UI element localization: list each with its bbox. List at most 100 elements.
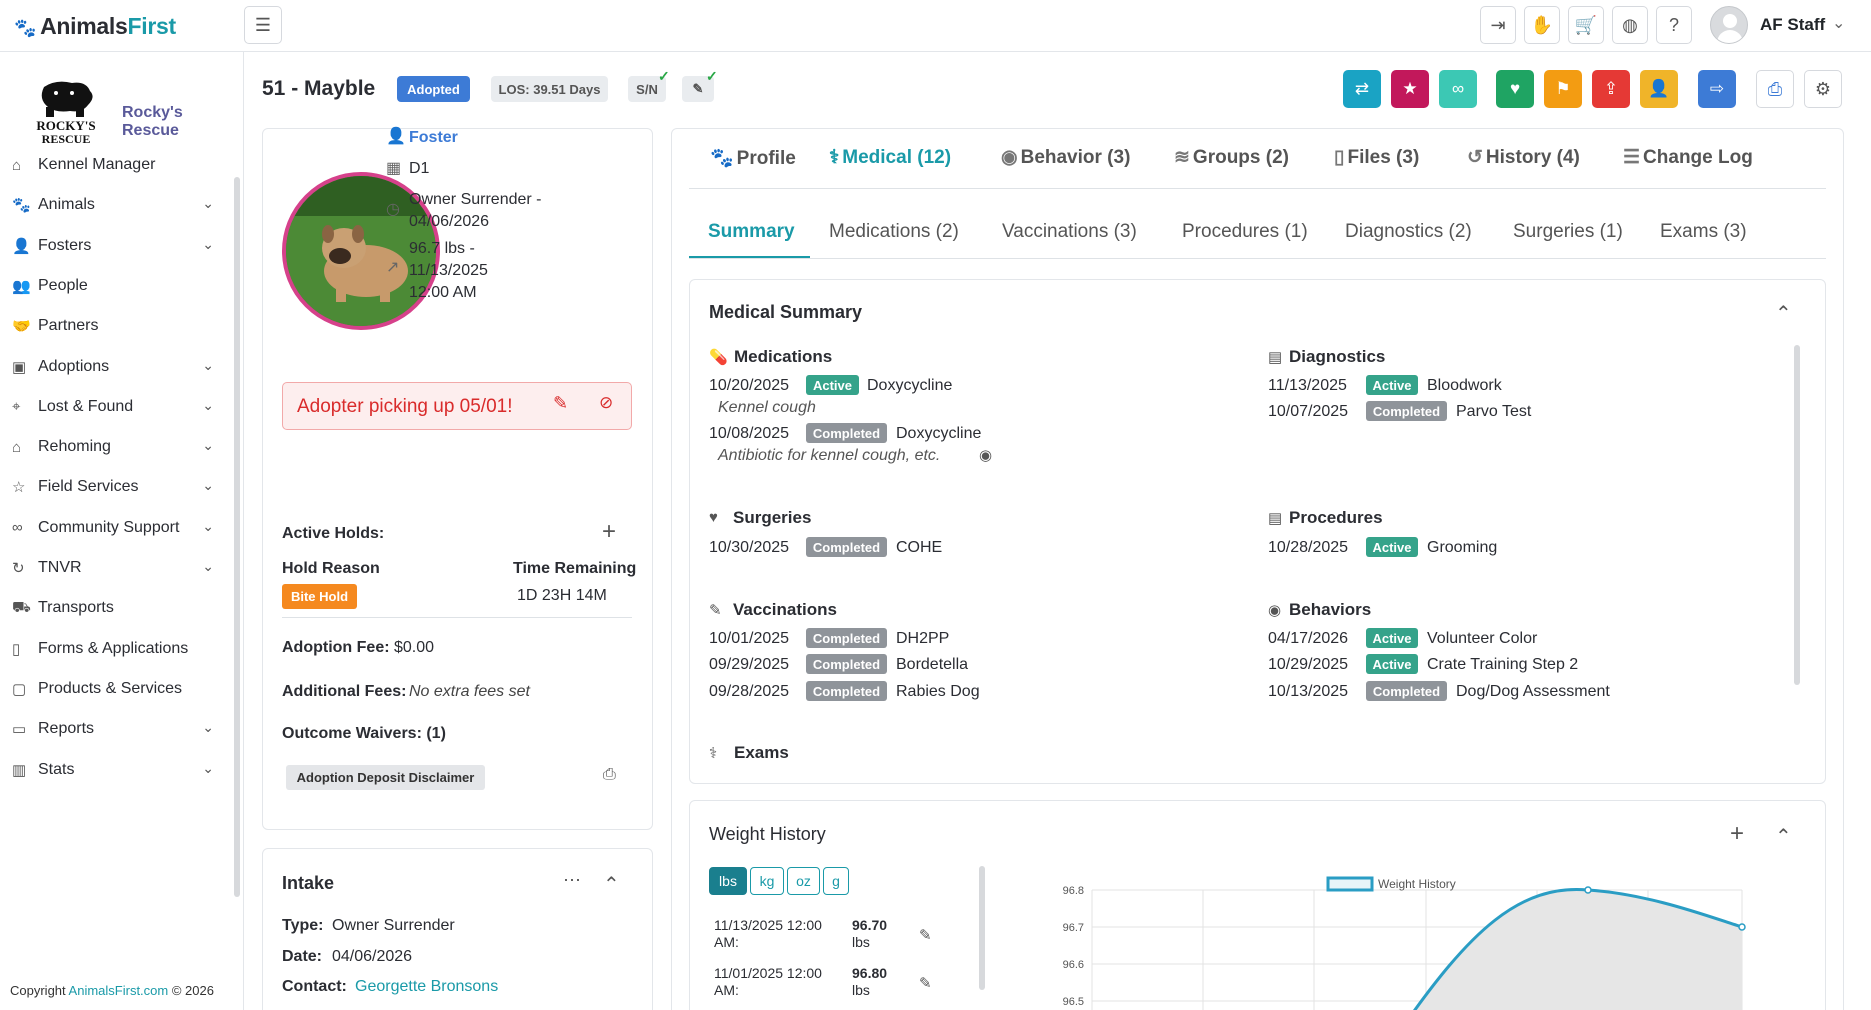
paw-icon: 🐾 bbox=[710, 148, 734, 169]
status-badge: Completed bbox=[806, 423, 887, 443]
sign-in-button[interactable]: ⇥ bbox=[1480, 6, 1516, 44]
unit-kg-button[interactable]: kg bbox=[750, 867, 784, 895]
subtab-procedures[interactable]: Procedures (1) bbox=[1182, 221, 1308, 242]
sidebar-item-animals[interactable]: 🐾 Animals ⌄ bbox=[12, 190, 222, 220]
adopt-button[interactable]: ♥ bbox=[1496, 70, 1534, 108]
tag-needs-foster: Needs Foster bbox=[402, 467, 485, 482]
hamburger-menu-button[interactable]: ☰ bbox=[244, 6, 282, 44]
procedure-name[interactable]: Grooming bbox=[1427, 539, 1498, 556]
unit-oz-button[interactable]: oz bbox=[787, 867, 820, 895]
avatar[interactable] bbox=[1710, 6, 1748, 44]
chevron-up-icon[interactable]: ⌃ bbox=[1775, 303, 1792, 325]
weight-info: 96.7 lbs -11/13/2025 12:00 AM bbox=[409, 240, 488, 301]
sidebar-item-reports[interactable]: ▭ Reports ⌄ bbox=[12, 714, 222, 744]
diagnostic-name[interactable]: Bloodwork bbox=[1427, 377, 1502, 394]
sidebar-item-adoptions[interactable]: ▣ Adoptions ⌄ bbox=[12, 352, 222, 382]
sidebar-item-people[interactable]: 👥 People bbox=[12, 271, 222, 301]
tab-groups[interactable]: ≋ Groups (2) bbox=[1174, 147, 1289, 168]
chevron-up-icon[interactable]: ⌃ bbox=[1775, 826, 1792, 848]
add-hold-button[interactable]: + bbox=[602, 518, 616, 546]
sidebar-item-lost-found[interactable]: ⌖ Lost & Found ⌄ bbox=[12, 392, 222, 422]
check-icon: ✓ bbox=[658, 68, 670, 84]
subtab-medications[interactable]: Medications (2) bbox=[829, 221, 959, 242]
sidebar-item-forms-applications[interactable]: ▯ Forms & Applications bbox=[12, 634, 222, 664]
subtab-summary[interactable]: Summary bbox=[708, 221, 795, 242]
status-badge: Completed bbox=[806, 681, 887, 701]
sidebar-item-tnvr[interactable]: ↻ TNVR ⌄ bbox=[12, 553, 222, 583]
animal-photo[interactable] bbox=[282, 172, 440, 330]
sidebar-item-kennel-manager[interactable]: ⌂ Kennel Manager bbox=[12, 150, 222, 180]
tab-profile[interactable]: 🐾 Profile bbox=[710, 148, 796, 169]
printer-icon[interactable]: ⎙ bbox=[603, 766, 616, 783]
cart-button[interactable]: 🛒 bbox=[1568, 6, 1604, 44]
sidebar-item-label: Animals bbox=[38, 196, 95, 214]
foster-button[interactable]: 👤 bbox=[1640, 70, 1678, 108]
tab-change-log[interactable]: ☰ Change Log bbox=[1623, 147, 1753, 168]
sidebar-item-stats[interactable]: ▥ Stats ⌄ bbox=[12, 755, 222, 785]
vaccination-name[interactable]: DH2PP bbox=[896, 630, 950, 647]
chevron-up-icon[interactable]: ⌃ bbox=[603, 874, 620, 896]
waiver-badge[interactable]: Adoption Deposit Disclaimer bbox=[286, 765, 485, 790]
rescue-name[interactable]: Rocky's Rescue bbox=[122, 104, 183, 139]
weight-history-chart[interactable]: 96.8 96.7 96.6 96.5 Weight History bbox=[1020, 866, 1780, 1010]
behavior-name[interactable]: Volunteer Color bbox=[1427, 630, 1538, 647]
clipboard-icon: ▤ bbox=[1268, 510, 1283, 527]
diagnostic-name[interactable]: Parvo Test bbox=[1456, 403, 1532, 420]
tab-history[interactable]: ↺ History (4) bbox=[1467, 147, 1580, 168]
edit-icon[interactable]: ✎ bbox=[919, 927, 932, 944]
edit-icon[interactable]: ✎ bbox=[553, 393, 569, 413]
unit-g-button[interactable]: g bbox=[823, 867, 849, 895]
user-name[interactable]: AF Staff bbox=[1760, 15, 1826, 34]
subtab-diagnostics[interactable]: Diagnostics (2) bbox=[1345, 221, 1472, 242]
language-button[interactable]: ◍ bbox=[1612, 6, 1648, 44]
sidebar-item-products-services[interactable]: ▢ Products & Services bbox=[12, 674, 222, 704]
outcome-button[interactable]: ⇪ bbox=[1592, 70, 1630, 108]
medication-name[interactable]: Doxycycline bbox=[867, 377, 953, 394]
vaccination-name[interactable]: Bordetella bbox=[896, 656, 969, 673]
add-weight-button[interactable]: + bbox=[1730, 820, 1744, 848]
favorite-button[interactable]: ★ bbox=[1391, 70, 1429, 108]
plus-icon: + bbox=[1730, 820, 1745, 847]
edit-icon[interactable]: ✎ bbox=[919, 975, 932, 992]
sidebar-item-partners[interactable]: 🤝 Partners bbox=[12, 311, 222, 341]
transfer-button[interactable]: ⇄ bbox=[1343, 70, 1381, 108]
sidebar-item-community-support[interactable]: ∞ Community Support ⌄ bbox=[12, 513, 222, 543]
sign-in-icon: ⇥ bbox=[1490, 14, 1506, 35]
vaccination-name[interactable]: Rabies Dog bbox=[896, 683, 980, 700]
behavior-name[interactable]: Crate Training Step 2 bbox=[1427, 656, 1579, 673]
sidebar-item-fosters[interactable]: 👤 Fosters ⌄ bbox=[12, 231, 222, 261]
medical-summary-scrollbar[interactable] bbox=[1794, 345, 1800, 685]
surgery-name[interactable]: COHE bbox=[896, 539, 943, 556]
chevron-down-icon[interactable]: ⌄ bbox=[1832, 15, 1846, 32]
tab-files[interactable]: ▯ Files (3) bbox=[1334, 147, 1420, 168]
care-button[interactable]: ✋ bbox=[1524, 6, 1560, 44]
sidebar-scrollbar[interactable] bbox=[234, 177, 240, 897]
more-options-icon[interactable]: ⋯ bbox=[563, 870, 581, 890]
subtab-vaccinations[interactable]: Vaccinations (3) bbox=[1002, 221, 1137, 242]
copyright-link[interactable]: AnimalsFirst.com bbox=[68, 983, 169, 998]
unit-lbs-button[interactable]: lbs bbox=[709, 867, 747, 895]
help-button[interactable]: ? bbox=[1656, 6, 1692, 44]
eye-slash-icon[interactable]: ⊘ bbox=[599, 393, 614, 412]
exit-button[interactable]: ⇨ bbox=[1698, 70, 1736, 108]
sidebar-item-transports[interactable]: ⛟ Transports bbox=[12, 593, 222, 623]
settings-button[interactable]: ⚙ bbox=[1804, 70, 1842, 108]
intake-contact-link[interactable]: Georgette Bronsons bbox=[355, 978, 499, 995]
eye-icon[interactable]: ◉ bbox=[979, 447, 993, 464]
foster-link[interactable]: Foster bbox=[409, 129, 458, 146]
link-button[interactable]: ∞ bbox=[1439, 70, 1477, 108]
print-button[interactable]: ⎙ bbox=[1756, 70, 1794, 108]
app-logo[interactable]: 🐾 AnimalsFirst bbox=[14, 13, 176, 39]
flag-button[interactable]: ⚑ bbox=[1544, 70, 1582, 108]
tab-medical[interactable]: ⚕ Medical (12) bbox=[829, 147, 952, 168]
behavior-name[interactable]: Dog/Dog Assessment bbox=[1456, 683, 1610, 700]
subtab-surgeries[interactable]: Surgeries (1) bbox=[1513, 221, 1623, 242]
weight-point bbox=[1584, 886, 1592, 894]
tab-behavior[interactable]: ◉ Behavior (3) bbox=[1001, 147, 1131, 168]
behaviors-heading: Behaviors bbox=[1289, 600, 1372, 619]
sidebar-item-field-services[interactable]: ☆ Field Services ⌄ bbox=[12, 472, 222, 502]
weight-list-scrollbar[interactable] bbox=[979, 866, 985, 990]
subtab-exams[interactable]: Exams (3) bbox=[1660, 221, 1747, 242]
medication-name[interactable]: Doxycycline bbox=[896, 425, 982, 442]
sidebar-item-rehoming[interactable]: ⌂ Rehoming ⌄ bbox=[12, 432, 222, 462]
